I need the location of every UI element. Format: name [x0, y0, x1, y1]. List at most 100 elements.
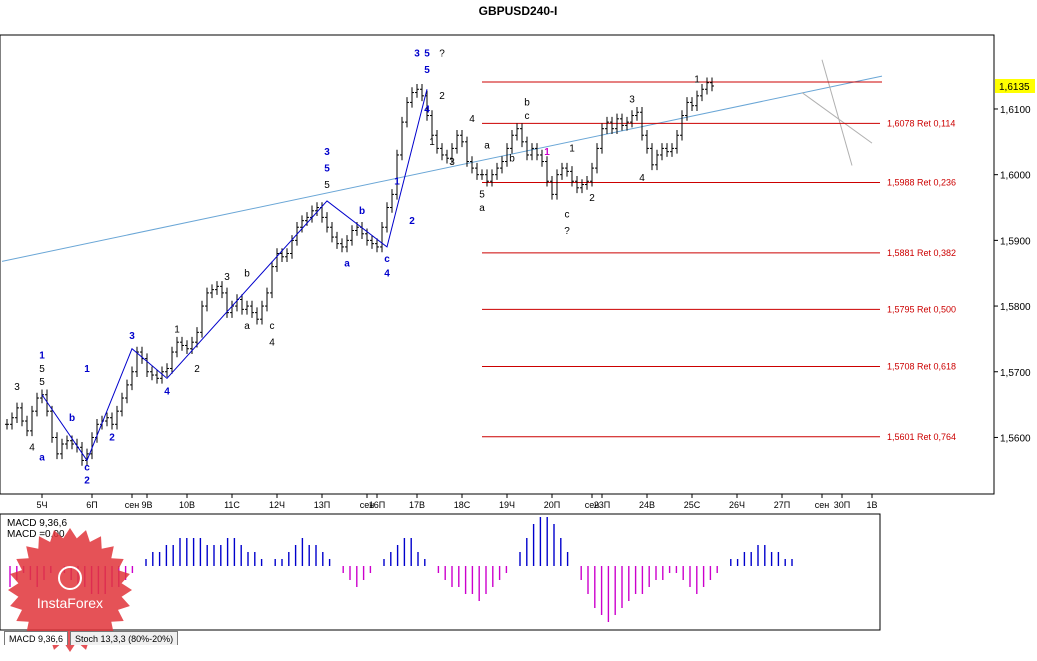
price-bar	[440, 143, 444, 161]
price-bar	[135, 346, 139, 378]
price-bar	[630, 110, 634, 128]
price-bar	[595, 143, 599, 174]
price-bar	[285, 248, 289, 263]
price-bar	[610, 116, 614, 134]
price-bar	[635, 107, 639, 121]
price-bar	[185, 340, 189, 355]
wave-label: a	[344, 259, 350, 270]
time-tick-label: 30П	[834, 500, 850, 510]
wave-label: 5	[424, 65, 430, 76]
time-tick-label: сен	[815, 500, 830, 510]
price-bar	[420, 84, 424, 102]
wave-label: 4	[469, 114, 475, 125]
price-bar	[350, 225, 354, 246]
price-bar	[685, 97, 689, 121]
current-price-box	[995, 78, 1035, 93]
wave-path-line	[41, 89, 428, 462]
time-tick-label: 6П	[86, 500, 97, 510]
wave-label: b	[524, 98, 530, 109]
time-tick-label: 23П	[594, 500, 610, 510]
wave-label: 3	[129, 331, 135, 342]
price-bar	[330, 221, 334, 243]
time-tick-label: сен	[585, 500, 600, 510]
tab-macd[interactable]: MACD 9,36,6	[4, 631, 69, 645]
price-bar	[695, 90, 699, 111]
time-tick-label: 5Ч	[36, 500, 47, 510]
wave-label: 5	[39, 377, 45, 388]
price-bar	[590, 162, 594, 187]
wave-label: 5	[424, 48, 430, 59]
price-bar	[500, 156, 504, 174]
wave-label: 1	[569, 144, 575, 155]
price-bar	[555, 169, 559, 200]
trendline-layer	[1, 59, 883, 262]
chart-title: GBPUSD240-I	[479, 4, 558, 18]
tab-stochastic[interactable]: Stoch 13,3,3 (80%-20%)	[70, 631, 179, 645]
wave-label: 2	[84, 475, 90, 486]
wave-label: 5	[39, 364, 45, 375]
price-bar	[465, 136, 469, 167]
price-tick-label: 1,5700	[1000, 368, 1031, 379]
wave-label: b	[69, 413, 75, 424]
price-bar	[300, 215, 304, 233]
wave-label: 1	[429, 137, 435, 148]
time-tick-label: 16П	[369, 500, 385, 510]
time-tick-label: 9В	[141, 500, 152, 510]
price-bar	[580, 179, 584, 194]
wave-label: 3	[414, 48, 420, 59]
price-bar	[460, 130, 464, 148]
price-bar	[495, 162, 499, 180]
price-bar	[205, 287, 209, 312]
projection-line	[821, 59, 853, 166]
price-bar	[665, 143, 669, 157]
price-bar	[105, 412, 109, 427]
time-tick-label: 17В	[409, 500, 425, 510]
price-bar	[670, 143, 674, 157]
price-bar	[65, 435, 69, 450]
price-bar	[380, 221, 384, 253]
price-bar	[395, 149, 399, 200]
price-bar	[200, 300, 204, 338]
price-bar	[370, 235, 374, 249]
price-bar	[445, 149, 449, 164]
wave-label: 4	[639, 173, 645, 184]
price-bar	[455, 130, 459, 154]
fib-level-label: 1,5988 Ret 0,236	[887, 178, 956, 188]
time-tick-label: сен	[360, 500, 375, 510]
wave-label: 4	[29, 443, 35, 454]
price-bar	[250, 300, 254, 318]
price-bar	[115, 405, 119, 430]
wave-label: b	[359, 206, 365, 217]
price-bar	[450, 143, 454, 164]
price-bar	[195, 327, 199, 348]
wave-label: 3	[324, 147, 330, 158]
price-bar	[170, 346, 174, 374]
price-bar	[565, 162, 569, 177]
wave-label: 5	[479, 190, 485, 201]
price-bar	[625, 116, 629, 131]
price-bar	[650, 143, 654, 171]
wave-label: 2	[194, 364, 200, 375]
price-bar	[390, 189, 394, 213]
current-price-label: 1,6135	[999, 82, 1030, 93]
wave-label: 5	[324, 180, 330, 191]
time-tick-label: 19Ч	[499, 500, 515, 510]
price-bar	[520, 123, 524, 148]
wave-label: a	[39, 452, 45, 463]
wave-label: a	[479, 203, 485, 214]
wave-label: ?	[439, 48, 445, 59]
wave-label: 3	[14, 382, 20, 393]
price-bar	[410, 87, 414, 108]
price-bar	[530, 143, 534, 161]
wave-label: 2	[589, 193, 595, 204]
price-bar	[400, 116, 404, 161]
price-bar	[510, 130, 514, 154]
price-bar	[680, 110, 684, 141]
price-bar	[655, 149, 659, 171]
price-bar	[540, 149, 544, 167]
price-bar	[620, 113, 624, 131]
price-bar	[575, 175, 579, 194]
wave-label: 1	[174, 324, 180, 335]
price-bar	[525, 136, 529, 161]
